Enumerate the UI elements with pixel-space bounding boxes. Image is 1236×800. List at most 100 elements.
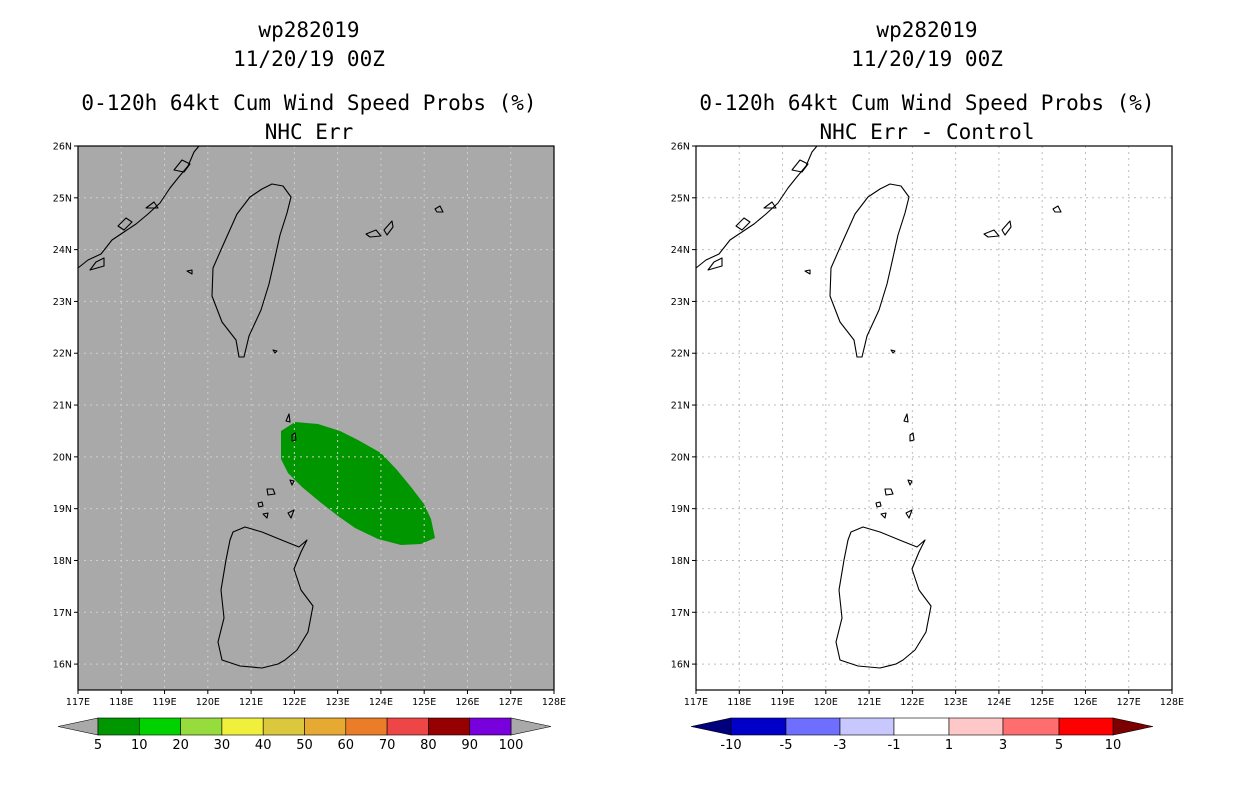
coastlines <box>695 145 1062 669</box>
probability-region <box>281 422 435 545</box>
lat-tick-label: 22N <box>671 349 690 360</box>
coastline <box>907 479 913 486</box>
lat-tick-label: 22N <box>53 349 72 360</box>
coastline <box>983 229 1000 238</box>
coastline <box>434 205 444 213</box>
lat-tick-label: 19N <box>53 504 72 515</box>
plot-border <box>695 145 1173 691</box>
coastline <box>884 488 894 496</box>
lat-tick-label: 18N <box>671 556 690 567</box>
lon-tick-label: 119E <box>152 697 176 708</box>
plot-border <box>77 145 555 691</box>
coastline <box>880 512 887 519</box>
lon-tick-label: 117E <box>684 697 708 708</box>
gridlines <box>696 146 1172 690</box>
init-time: 11/20/19 00Z <box>233 47 385 71</box>
lat-tick-label: 16N <box>671 660 690 671</box>
coastline <box>287 509 295 519</box>
product-title: 0-120h 64kt Cum Wind Speed Probs (%) <box>81 91 537 115</box>
lon-tick-label: 120E <box>814 697 838 708</box>
lon-tick-label: 128E <box>1160 697 1184 708</box>
coastline <box>272 349 278 354</box>
lat-tick-label: 20N <box>53 452 72 463</box>
coastline <box>1001 220 1012 236</box>
coastline <box>791 159 809 173</box>
lon-tick-label: 124E <box>987 697 1011 708</box>
coastline <box>186 269 193 275</box>
coastline <box>173 159 191 173</box>
lon-tick-label: 121E <box>239 697 263 708</box>
coastline <box>285 413 291 423</box>
coastline <box>707 257 723 271</box>
gridlines <box>78 146 554 690</box>
coastline <box>804 269 811 275</box>
lat-tick-label: 16N <box>53 660 72 671</box>
map-frame: 117E 118E 119E 120E 121E 122E 123E 124E 125E 126E… <box>53 142 566 709</box>
map-frame: 117E 118E 119E 120E 121E 122E 123E 124E 125E 126E… <box>671 142 1184 709</box>
lat-tick-label: 18N <box>53 556 72 567</box>
panel-left: wp282019 11/20/19 00Z 0-120h 64kt Cum Wi… <box>53 18 566 753</box>
lat-tick-label: 25N <box>53 193 72 204</box>
coastline <box>211 183 292 358</box>
lat-tick-label: 21N <box>671 401 690 412</box>
lat-tick-label: 20N <box>671 452 690 463</box>
lon-tick-label: 126E <box>1073 697 1097 708</box>
lon-tick-label: 128E <box>542 697 566 708</box>
coastline <box>145 201 159 209</box>
panel-right: wp282019 11/20/19 00Z 0-120h 64kt Cum Wi… <box>618 0 1236 800</box>
coastline <box>890 349 896 354</box>
lat-tick-label: 26N <box>671 142 690 153</box>
coastline <box>835 526 932 669</box>
difference-map: 117E 118E 119E 120E 121E 122E 123E 124E 125E 126E… <box>671 142 1184 709</box>
coastline <box>291 432 297 442</box>
lon-tick-label: 120E <box>196 697 220 708</box>
probability-map: 117E 118E 119E 120E 121E 122E 123E 124E 125E 126E… <box>53 142 566 709</box>
product-title: 0-120h 64kt Cum Wind Speed Probs (%) <box>699 91 1155 115</box>
lon-tick-label: 119E <box>770 697 794 708</box>
lat-tick-label: 19N <box>671 504 690 515</box>
storm-id: wp282019 <box>258 18 360 42</box>
coastline <box>763 201 777 209</box>
coastline <box>909 432 915 442</box>
lon-tick-label: 122E <box>282 697 306 708</box>
lat-tick-label: 21N <box>53 401 72 412</box>
lon-tick-label: 126E <box>455 697 479 708</box>
lat-tick-label: 17N <box>53 608 72 619</box>
coastline <box>383 220 394 236</box>
coastline <box>1052 205 1062 213</box>
lon-tick-label: 121E <box>857 697 881 708</box>
plot-background <box>78 146 554 690</box>
lon-tick-label: 127E <box>499 697 523 708</box>
lon-tick-label: 125E <box>412 697 436 708</box>
lat-tick-label: 24N <box>671 245 690 256</box>
lon-tick-label: 127E <box>1117 697 1141 708</box>
coastline <box>117 217 133 231</box>
coastline <box>903 413 909 423</box>
lon-tick-label: 118E <box>727 697 751 708</box>
lat-tick-label: 25N <box>671 193 690 204</box>
coastline <box>735 217 751 231</box>
lat-tick-label: 17N <box>671 608 690 619</box>
coastline <box>89 257 105 271</box>
experiment-name: NHC Err <box>264 120 354 144</box>
lon-tick-label: 123E <box>326 697 350 708</box>
lon-tick-label: 124E <box>369 697 393 708</box>
lat-tick-label: 23N <box>671 297 690 308</box>
lat-tick-label: 26N <box>53 142 72 153</box>
storm-id: wp282019 <box>876 18 978 42</box>
coastline <box>257 501 264 508</box>
lon-tick-label: 123E <box>944 697 968 708</box>
coastline <box>365 229 382 238</box>
experiment-name: NHC Err - Control <box>819 120 1035 144</box>
coastline <box>289 479 295 486</box>
coastline <box>262 512 269 519</box>
lon-tick-label: 117E <box>66 697 90 708</box>
plot-background <box>696 146 1172 690</box>
lon-tick-label: 125E <box>1030 697 1054 708</box>
lon-tick-label: 118E <box>109 697 133 708</box>
lat-tick-label: 24N <box>53 245 72 256</box>
coastlines <box>77 145 444 669</box>
coastline <box>266 488 276 496</box>
init-time: 11/20/19 00Z <box>851 47 1003 71</box>
coastline <box>829 183 910 358</box>
